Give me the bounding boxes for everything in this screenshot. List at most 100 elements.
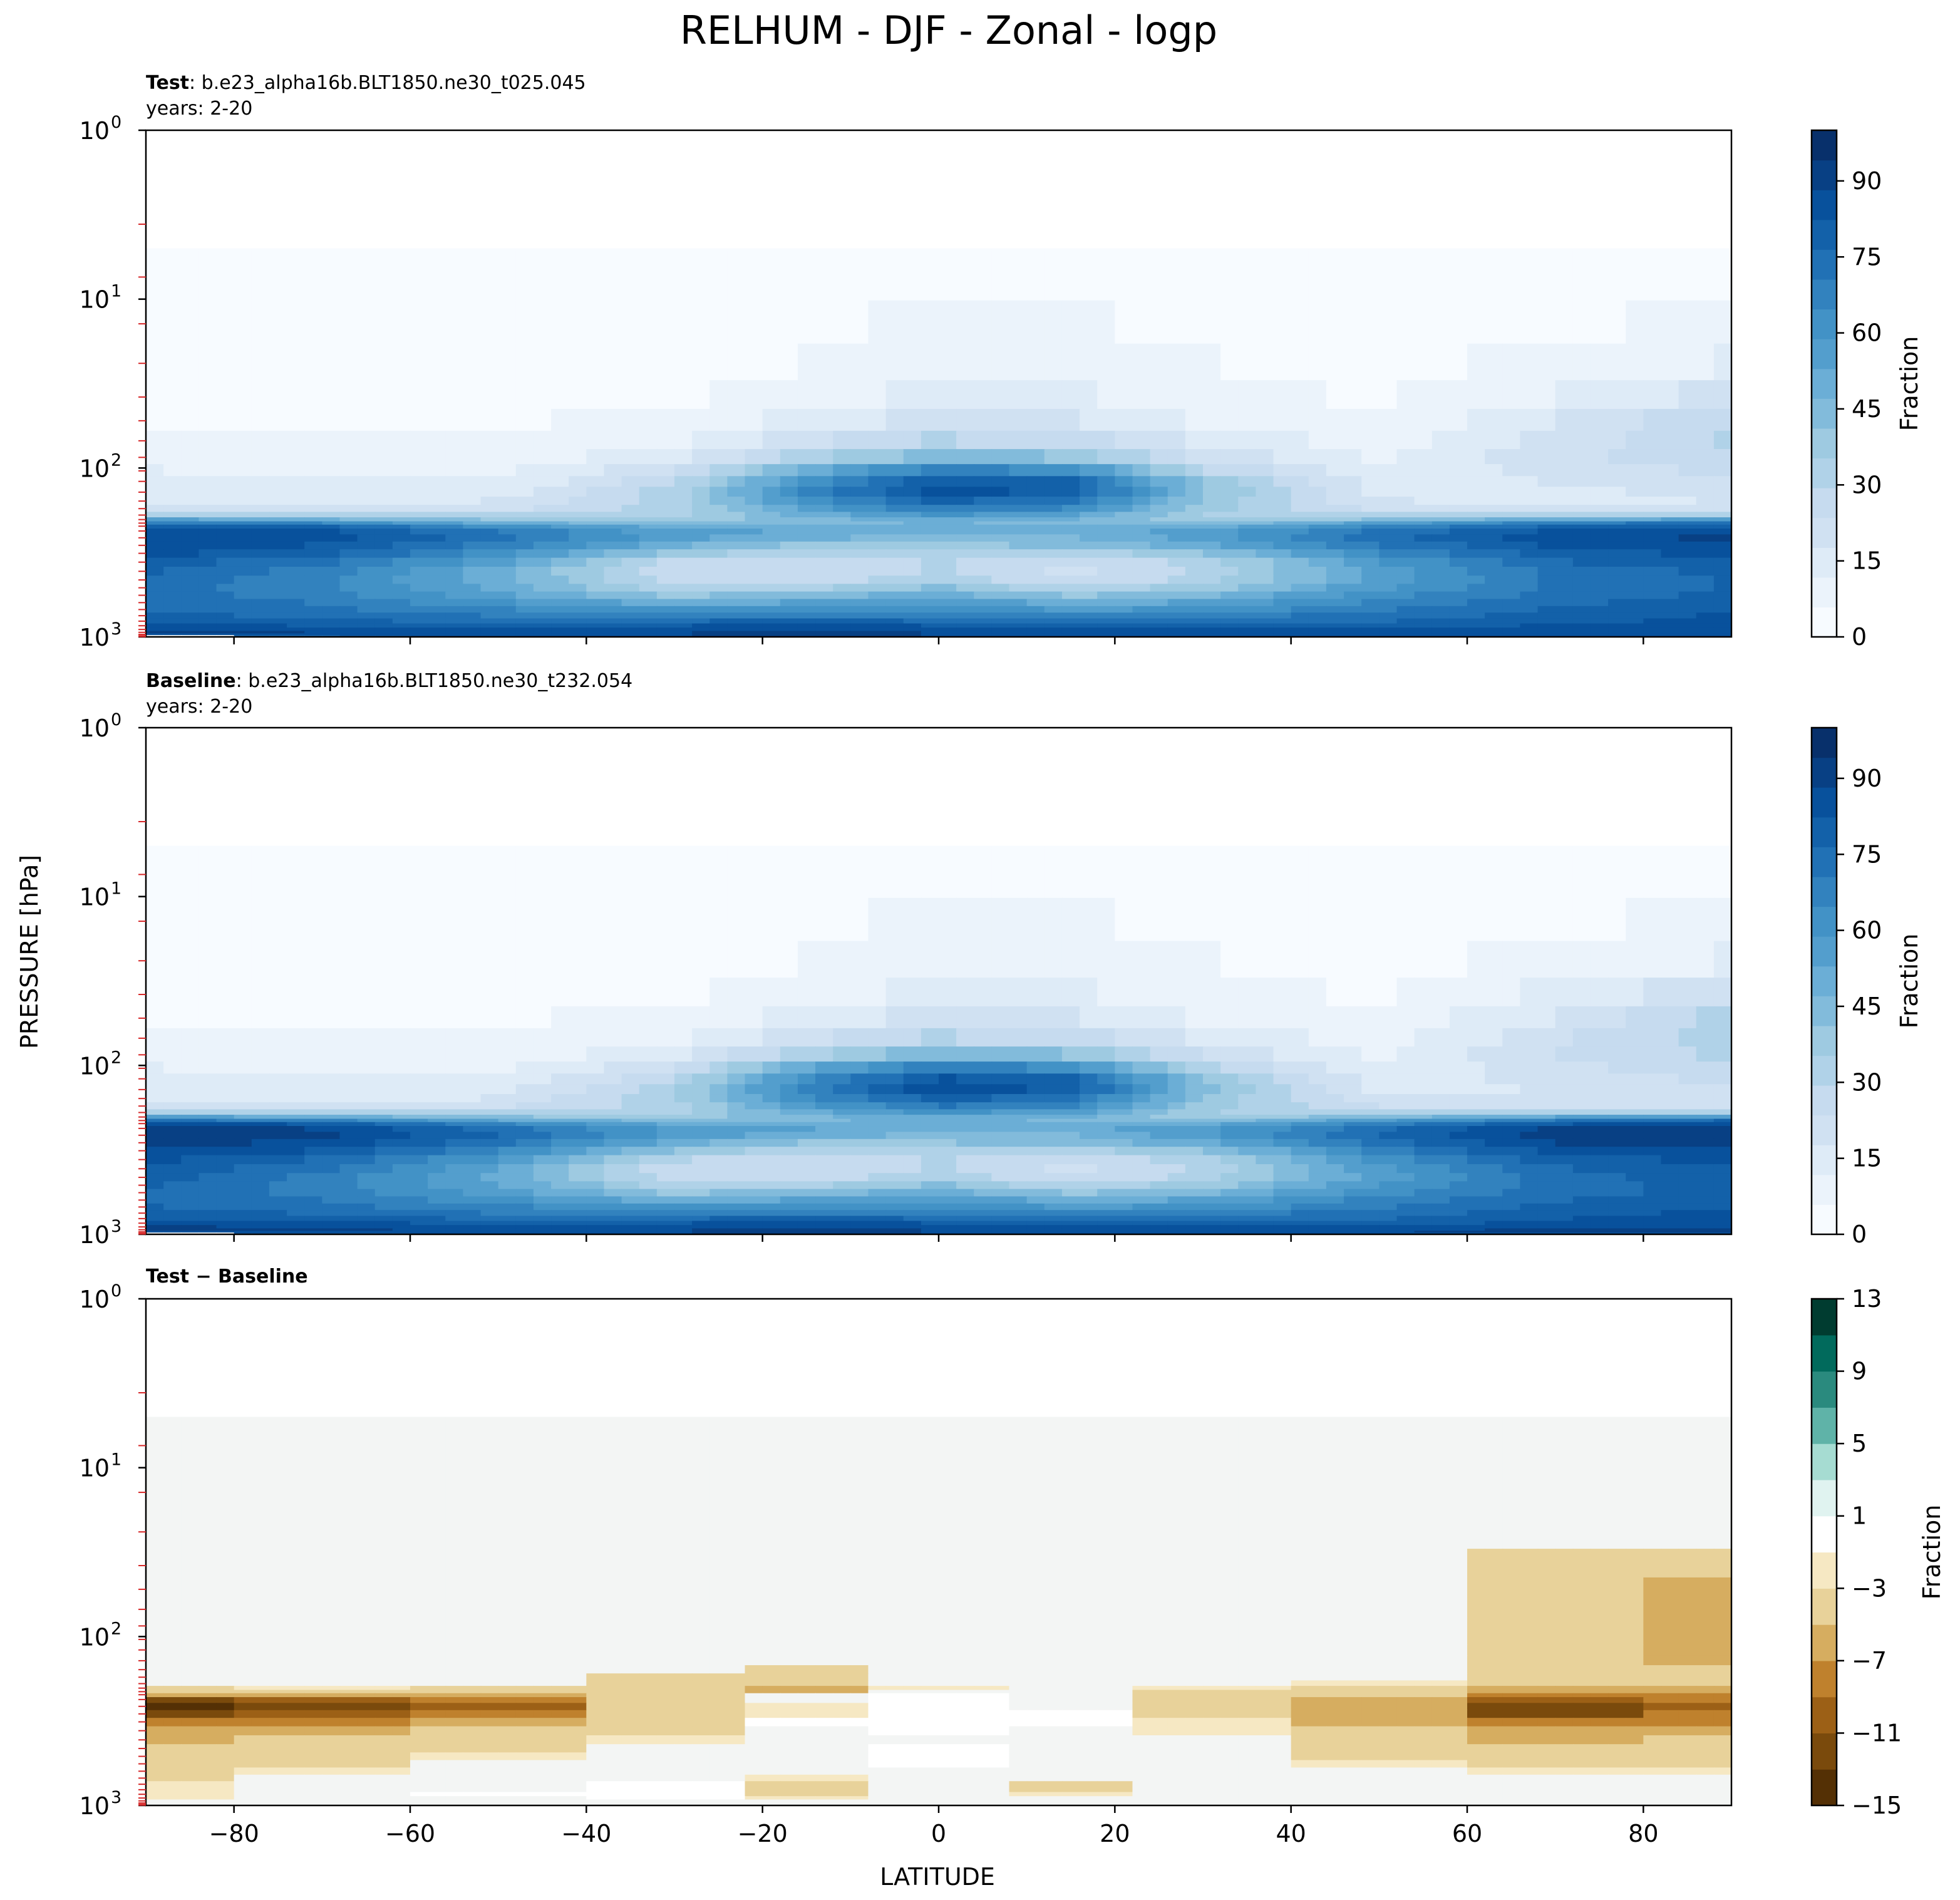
- contour-cell: [234, 566, 252, 576]
- contour-cell: [1572, 343, 1591, 381]
- contour-cell: [410, 430, 428, 450]
- contour-cell: [251, 1061, 270, 1075]
- contour-band: [146, 300, 1732, 344]
- contour-cell: [1555, 941, 1574, 978]
- contour-cell: [674, 505, 693, 513]
- contour-cell: [1696, 250, 1715, 301]
- contour-cell: [1555, 1109, 1574, 1115]
- contour-cell: [780, 612, 798, 619]
- contour-cell: [1344, 633, 1362, 636]
- contour-cell: [163, 512, 182, 518]
- contour-cell: [656, 978, 675, 1007]
- contour-cell: [445, 380, 464, 410]
- contour-cell: [480, 941, 499, 978]
- contour-cell: [586, 1118, 605, 1123]
- contour-cell: [1361, 1084, 1380, 1095]
- contour-cell: [1537, 941, 1556, 978]
- contour-cell: [410, 512, 428, 518]
- contour-cell: [498, 343, 517, 381]
- contour-cell: [639, 1006, 658, 1029]
- contour-cell: [1361, 1115, 1380, 1120]
- contour-cell: [656, 248, 675, 252]
- contour-cell: [1572, 1084, 1591, 1095]
- contour-cell: [1080, 566, 1098, 576]
- contour-cell: [621, 1126, 640, 1133]
- contour-cell: [1396, 529, 1415, 535]
- contour-cell: [1344, 618, 1362, 624]
- contour-cell: [1608, 623, 1626, 628]
- contour-cell: [1572, 566, 1591, 576]
- contour-cell: [921, 534, 939, 542]
- contour-cell: [1713, 584, 1732, 592]
- contour-cell: [709, 1115, 728, 1120]
- contour-cell: [1696, 1028, 1715, 1047]
- contour-cell: [1115, 529, 1133, 535]
- contour-cell: [551, 541, 569, 550]
- contour-cell: [1572, 1115, 1591, 1120]
- contour-cell: [1643, 408, 1662, 431]
- contour-cell: [287, 521, 305, 525]
- contour-cell: [692, 512, 711, 518]
- contour-cell: [339, 408, 358, 431]
- contour-cell: [833, 1126, 852, 1133]
- contour-cell: [181, 635, 200, 637]
- contour-cell: [269, 512, 287, 518]
- contour-cell: [1185, 1122, 1204, 1127]
- contour-cell: [1080, 497, 1098, 505]
- contour-cell: [1555, 497, 1574, 505]
- contour-cell: [392, 1102, 411, 1110]
- contour-cell: [868, 487, 887, 497]
- contour-cell: [551, 848, 569, 899]
- contour-cell: [1555, 576, 1574, 585]
- contour-cell: [656, 606, 675, 614]
- contour-cell: [974, 623, 993, 628]
- contour-cell: [1414, 557, 1433, 567]
- contour-cell: [1590, 497, 1609, 505]
- contour-cell: [1572, 534, 1591, 542]
- contour-cell: [1150, 1084, 1168, 1095]
- contour-cell: [1361, 1073, 1380, 1085]
- contour-cell: [234, 250, 252, 301]
- contour-cell: [1449, 557, 1468, 567]
- contour-cell: [797, 1046, 816, 1062]
- contour-cell: [586, 1109, 605, 1115]
- contour-cell: [656, 612, 675, 619]
- contour-cell: [445, 430, 464, 450]
- contour-cell: [939, 978, 957, 1007]
- contour-cell: [956, 1028, 975, 1047]
- contour-cell: [1185, 897, 1204, 942]
- contour-cell: [692, 566, 711, 576]
- contour-cell: [692, 557, 711, 567]
- contour-cell: [1167, 1073, 1186, 1085]
- contour-cell: [1361, 606, 1380, 614]
- contour-cell: [1467, 1122, 1485, 1127]
- contour-cell: [939, 591, 957, 600]
- contour-cell: [762, 1115, 781, 1120]
- contour-cell: [1026, 408, 1045, 431]
- contour-cell: [1502, 618, 1521, 624]
- contour-cell: [410, 941, 428, 978]
- contour-cell: [1608, 1046, 1626, 1062]
- contour-cell: [639, 505, 658, 513]
- contour-cell: [1044, 1046, 1063, 1062]
- contour-cell: [428, 1028, 446, 1047]
- contour-cell: [1626, 505, 1644, 513]
- contour-cell: [1203, 380, 1221, 410]
- contour-cell: [1080, 1084, 1098, 1095]
- contour-cell: [991, 380, 1010, 410]
- contour-cell: [868, 1118, 887, 1123]
- contour-cell: [1520, 612, 1539, 619]
- contour-cell: [1044, 343, 1063, 381]
- contour-cell: [1080, 584, 1098, 592]
- contour-cell: [1414, 1115, 1433, 1120]
- contour-cell: [1009, 591, 1028, 600]
- contour-cell: [1115, 1046, 1133, 1062]
- contour-cell: [1009, 1084, 1028, 1095]
- contour-cell: [1080, 521, 1098, 525]
- contour-cell: [234, 549, 252, 559]
- contour-cell: [181, 248, 200, 252]
- contour-cell: [1291, 1061, 1309, 1075]
- contour-cell: [1132, 549, 1151, 559]
- contour-cell: [1203, 1006, 1221, 1029]
- contour-cell: [1080, 631, 1098, 634]
